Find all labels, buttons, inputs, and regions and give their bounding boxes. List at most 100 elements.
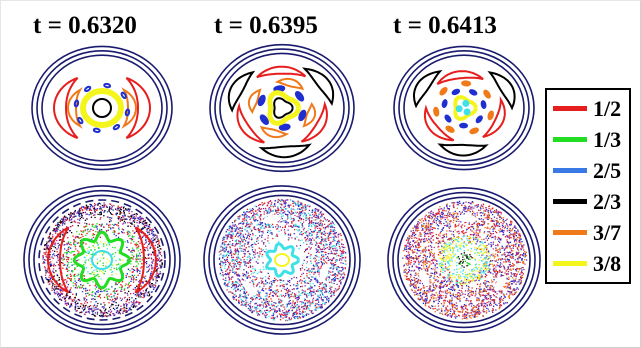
legend-label: 3/8 [593, 251, 622, 276]
island-2-5 [444, 114, 452, 123]
boundary-ring [214, 48, 350, 168]
island-2-3 [92, 98, 112, 118]
island-gap [242, 281, 257, 296]
island-2-3 [227, 70, 256, 113]
island-2-5 [120, 91, 127, 100]
dashed-ring [38, 199, 166, 321]
island-3-7 [259, 125, 290, 139]
legend-item-2-5: 2/5 [547, 156, 629, 186]
core-islands [455, 105, 463, 113]
boundary-ring [209, 43, 355, 173]
island-2-3 [413, 70, 443, 109]
island-2-5 [278, 123, 291, 131]
island-3-7 [461, 80, 472, 87]
island-3-7 [66, 87, 83, 129]
island-1-2 [300, 100, 328, 143]
island-gap [458, 214, 477, 223]
poincare-island-plot-3 [393, 45, 535, 171]
island-2-5 [480, 100, 487, 109]
island-2-5 [77, 116, 84, 125]
island-gap [319, 263, 329, 282]
boundary-ring [213, 194, 351, 326]
core-orbit [274, 253, 290, 267]
island-2-3 [258, 143, 312, 159]
chaotic-sea [403, 203, 527, 317]
core-islands [462, 99, 470, 107]
legend-item-3-8: 3/8 [547, 249, 629, 279]
island-3-7 [247, 88, 262, 115]
island-2-3 [487, 71, 516, 111]
island-2-5 [112, 123, 121, 131]
island-2-5 [468, 89, 478, 96]
legend-label: 3/7 [593, 220, 622, 245]
island-3-7 [433, 106, 440, 117]
island-gap [263, 214, 282, 224]
boundary-ring [36, 49, 168, 167]
legend-label: 1/2 [593, 96, 622, 121]
island-1-2 [423, 104, 455, 142]
boundary-ring [397, 196, 531, 324]
legend-swatch [553, 137, 587, 142]
legend-swatch [553, 199, 587, 204]
poincare-scatter-plot-1 [23, 185, 181, 335]
chaotic-sea [218, 199, 346, 321]
island-1-2 [436, 70, 484, 86]
island-1-2 [46, 226, 70, 294]
legend-swatch [553, 106, 587, 111]
time-label-2: t = 0.6395 [214, 12, 318, 39]
core-orbit [91, 250, 113, 270]
legend-swatch [553, 168, 587, 173]
legend-item-1-2: 1/2 [547, 94, 629, 124]
poincare-island-plot-1 [31, 45, 173, 171]
island-2-5 [124, 108, 131, 117]
island-1-2 [52, 76, 79, 140]
island-2-3 [437, 143, 489, 157]
boundary-ring [208, 189, 356, 331]
core-scatter [457, 252, 473, 268]
boundary-ring [28, 189, 176, 331]
legend-swatch [553, 261, 587, 266]
island-2-5 [92, 127, 101, 134]
poincare-scatter-plot-3 [387, 187, 541, 333]
island-1-2 [236, 102, 265, 144]
island-2-3 [302, 67, 335, 107]
island-3-8 [267, 90, 301, 126]
island-3-8 [80, 88, 124, 128]
inner-sea [439, 235, 491, 286]
island-3-7 [469, 127, 479, 135]
island-1-2 [256, 65, 307, 79]
boundary-ring [387, 187, 541, 333]
boundary-ring [392, 191, 536, 329]
island-gap [494, 275, 507, 292]
legend-label: 2/3 [593, 189, 622, 214]
island-1-3 [72, 230, 132, 290]
island-3-7 [483, 89, 491, 99]
island-2-5 [441, 99, 448, 108]
island-3-7 [121, 87, 138, 129]
core-islands [463, 108, 471, 116]
legend-item-3-7: 3/7 [547, 218, 629, 248]
island-2-5 [475, 115, 483, 124]
island-1-2 [125, 76, 152, 140]
time-label-1: t = 0.6320 [33, 12, 137, 39]
island-3-7 [302, 101, 317, 128]
boundary-ring [33, 194, 171, 326]
legend-item-1-3: 1/3 [547, 125, 629, 155]
poincare-island-plot-2 [209, 43, 355, 173]
island-1-3 [265, 242, 300, 278]
poincare-scatter-plot-2 [203, 185, 361, 335]
core-orbit [273, 97, 294, 119]
boundary-ring [398, 49, 530, 167]
island-2-5 [459, 122, 469, 129]
island-3-7 [274, 77, 305, 91]
boundary-ring [393, 45, 535, 171]
island-2-5 [257, 94, 266, 107]
legend-swatch [553, 230, 587, 235]
island-1-2 [134, 226, 158, 294]
boundary-ring [403, 54, 525, 162]
time-label-3: t = 0.6413 [393, 12, 497, 39]
island-3-7 [445, 125, 455, 133]
island-3-7 [487, 110, 494, 121]
legend-label: 2/5 [593, 158, 622, 183]
